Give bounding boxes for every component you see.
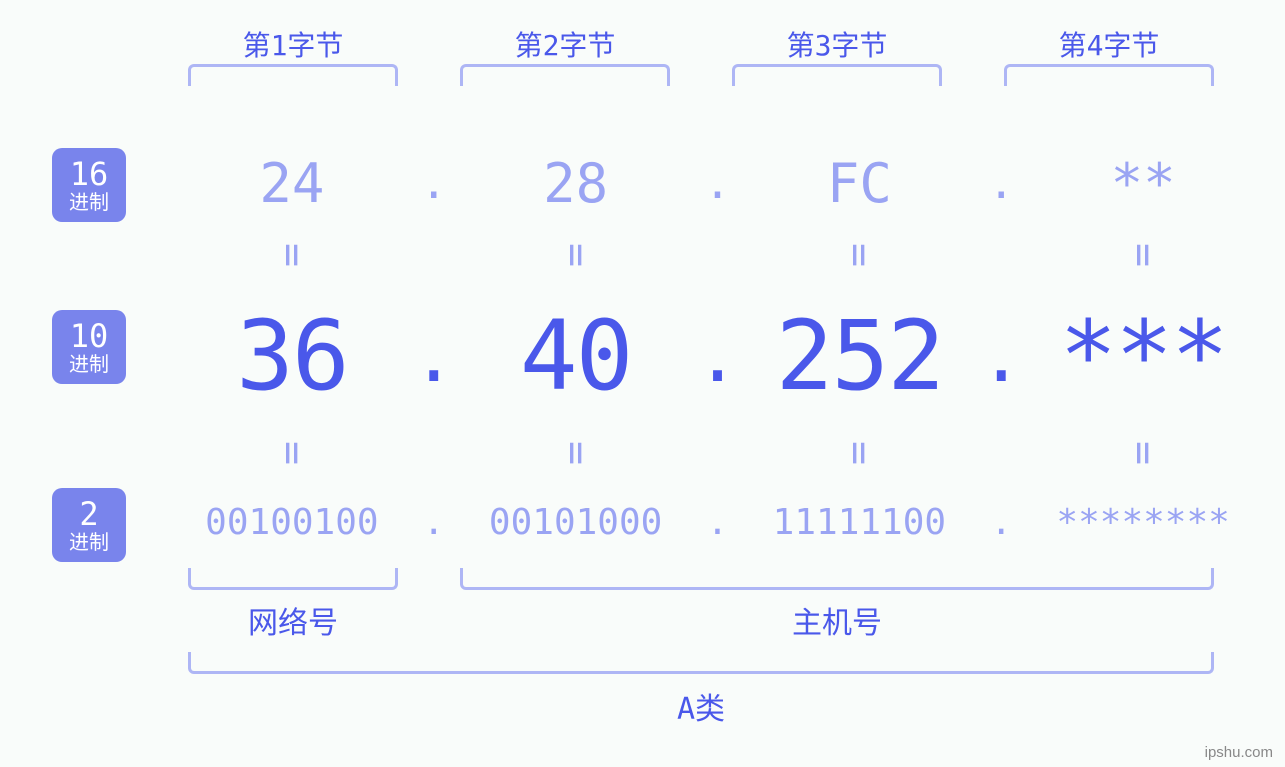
equals-row-1: = = = = xyxy=(170,232,1265,278)
dec-dot-3: . xyxy=(980,314,1023,398)
bin-dot-1: . xyxy=(423,502,445,543)
hex-byte-3: FC xyxy=(827,152,892,215)
eq-icon: = xyxy=(836,441,882,465)
dec-row: 36 . 40 . 252 . *** xyxy=(170,300,1265,412)
byte-label-2: 第2字节 xyxy=(455,24,675,64)
bin-row: 00100100 . 00101000 . 11111100 . *******… xyxy=(170,502,1265,543)
dec-byte-2: 40 xyxy=(520,300,632,412)
class-bracket xyxy=(188,652,1214,674)
byte-label-1: 第1字节 xyxy=(183,24,403,64)
base16-badge: 16 进制 xyxy=(52,148,126,222)
top-bracket-3 xyxy=(732,64,942,86)
bin-dot-2: . xyxy=(707,502,729,543)
bin-byte-3: 11111100 xyxy=(773,502,946,543)
base10-badge: 10 进制 xyxy=(52,310,126,384)
watermark-text: ipshu.com xyxy=(1205,744,1273,761)
dec-dot-2: . xyxy=(696,314,739,398)
host-label: 主机号 xyxy=(455,598,1219,642)
hex-dot-3: . xyxy=(988,158,1015,209)
eq-icon: = xyxy=(836,243,882,267)
hex-dot-2: . xyxy=(704,158,731,209)
top-bracket-2 xyxy=(460,64,670,86)
bin-dot-3: . xyxy=(990,502,1012,543)
host-bracket xyxy=(460,568,1214,590)
class-label: A类 xyxy=(183,684,1219,728)
top-bracket-4 xyxy=(1004,64,1214,86)
eq-icon: = xyxy=(269,243,315,267)
byte-label-3: 第3字节 xyxy=(727,24,947,64)
byte-label-4: 第4字节 xyxy=(999,24,1219,64)
diagram-canvas: 第1字节 第2字节 第3字节 第4字节 16 进制 10 进制 2 进制 24 … xyxy=(0,0,1285,767)
eq-icon: = xyxy=(269,441,315,465)
dec-byte-3: 252 xyxy=(776,300,943,412)
eq-icon: = xyxy=(553,441,599,465)
eq-icon: = xyxy=(1120,243,1166,267)
base2-badge: 2 进制 xyxy=(52,488,126,562)
base2-badge-sub: 进制 xyxy=(69,532,109,552)
base16-badge-num: 16 xyxy=(70,158,109,190)
dec-byte-4: *** xyxy=(1059,300,1226,412)
bin-byte-1: 00100100 xyxy=(205,502,378,543)
top-bracket-1 xyxy=(188,64,398,86)
dec-byte-1: 36 xyxy=(236,300,348,412)
bin-byte-4: ******** xyxy=(1056,502,1229,543)
base10-badge-sub: 进制 xyxy=(69,354,109,374)
network-label: 网络号 xyxy=(183,598,403,642)
bin-byte-2: 00101000 xyxy=(489,502,662,543)
eq-icon: = xyxy=(553,243,599,267)
eq-icon: = xyxy=(1120,441,1166,465)
base2-badge-num: 2 xyxy=(79,498,98,530)
hex-dot-1: . xyxy=(421,158,448,209)
base10-badge-num: 10 xyxy=(70,320,109,352)
hex-row: 24 . 28 . FC . ** xyxy=(170,152,1265,215)
base16-badge-sub: 进制 xyxy=(69,192,109,212)
equals-row-2: = = = = xyxy=(170,430,1265,476)
hex-byte-4: ** xyxy=(1111,152,1176,215)
hex-byte-1: 24 xyxy=(259,152,324,215)
dec-dot-1: . xyxy=(412,314,455,398)
hex-byte-2: 28 xyxy=(543,152,608,215)
network-bracket xyxy=(188,568,398,590)
